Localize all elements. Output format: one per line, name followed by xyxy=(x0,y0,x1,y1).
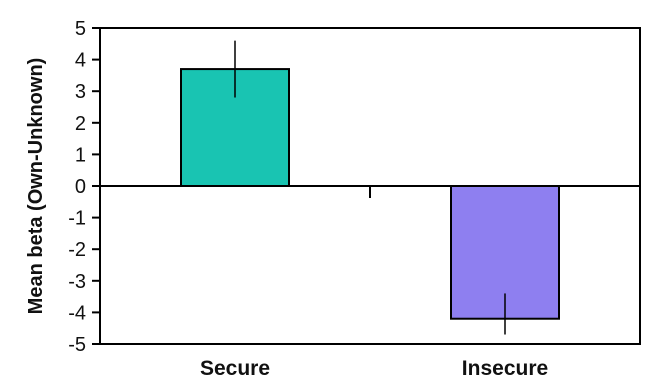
y-tick-label: -2 xyxy=(68,239,86,261)
y-tick-label: 4 xyxy=(75,50,86,72)
x-category-label: Insecure xyxy=(462,357,548,380)
x-axis-labels: Secure Insecure xyxy=(200,357,548,380)
bars xyxy=(180,40,560,335)
plot-frame xyxy=(99,27,641,345)
y-tick-label: -4 xyxy=(68,302,86,324)
y-tick-label: 3 xyxy=(75,81,86,103)
y-tick-label: -1 xyxy=(68,208,86,230)
y-tick-label: -5 xyxy=(68,334,86,356)
y-tick-label: 2 xyxy=(75,113,86,135)
y-tick-label: 1 xyxy=(75,144,86,166)
y-axis-label: Mean beta (Own-Unknown) xyxy=(25,58,47,315)
x-category-label: Secure xyxy=(200,357,270,380)
y-axis-ticks: 5 4 3 2 1 0 -1 -2 -3 -4 -5 xyxy=(68,18,100,356)
y-tick-label: -3 xyxy=(68,271,86,293)
y-tick-label: 5 xyxy=(75,18,86,40)
y-tick-label: 0 xyxy=(75,176,86,198)
